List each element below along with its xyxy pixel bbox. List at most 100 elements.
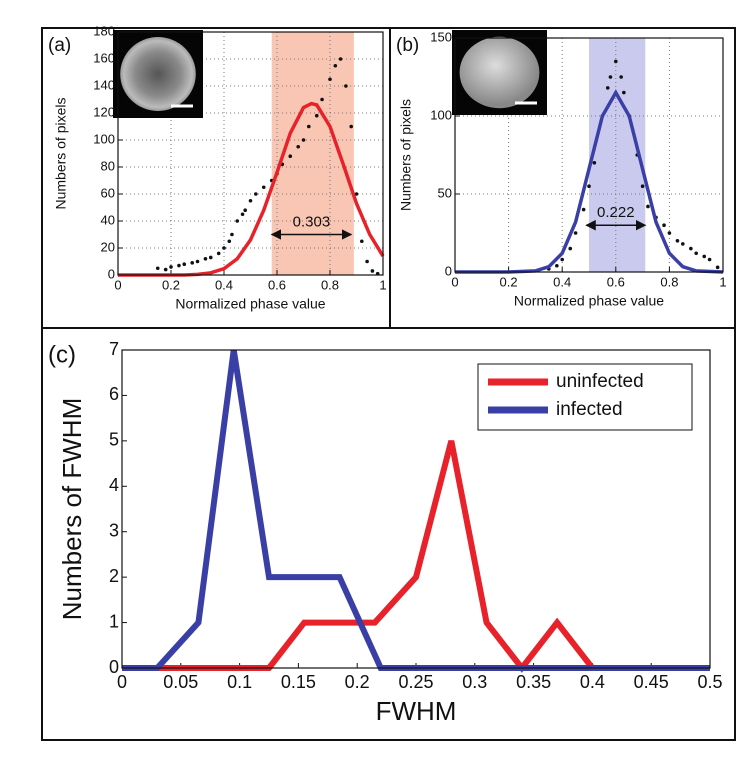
data-point bbox=[203, 257, 208, 261]
y-tick-label: 2 bbox=[109, 566, 119, 586]
data-point bbox=[344, 84, 348, 88]
x-tick-label: 1 bbox=[719, 274, 726, 289]
plot-frame bbox=[117, 31, 384, 276]
data-point bbox=[360, 239, 364, 244]
x-tick-label: 0.4 bbox=[215, 277, 233, 292]
y-tick-label: 50 bbox=[438, 185, 452, 200]
panel-label: (c) bbox=[48, 341, 76, 368]
x-tick-label: 0.6 bbox=[607, 274, 625, 289]
y-tick-label: 60 bbox=[101, 185, 115, 200]
x-tick-label: 0 bbox=[117, 672, 127, 692]
x-tick-label: 0.2 bbox=[345, 672, 370, 692]
y-tick-label: 7 bbox=[109, 339, 119, 359]
x-tick-label: 0.2 bbox=[500, 274, 518, 289]
data-point bbox=[370, 269, 375, 273]
x-tick-label: 0 bbox=[114, 277, 121, 292]
data-point bbox=[338, 57, 343, 61]
data-point bbox=[675, 239, 680, 243]
x-tick-label: 1 bbox=[379, 277, 386, 292]
data-point bbox=[182, 262, 187, 267]
data-point bbox=[195, 259, 200, 264]
data-point bbox=[333, 63, 338, 68]
data-point bbox=[155, 266, 160, 271]
fwhm-label: 0.303 bbox=[293, 213, 331, 230]
y-tick-label: 1 bbox=[109, 611, 119, 631]
legend-box bbox=[477, 363, 693, 431]
x-tick-label: 0.45 bbox=[634, 672, 669, 692]
y-tick-label: 180 bbox=[93, 23, 115, 38]
data-point bbox=[288, 154, 293, 158]
data-point bbox=[681, 242, 685, 246]
data-point bbox=[581, 207, 586, 212]
y-tick-label: 0 bbox=[445, 263, 452, 278]
y-tick-label: 150 bbox=[430, 29, 452, 44]
fwhm-label: 0.222 bbox=[597, 204, 635, 221]
data-point bbox=[619, 75, 623, 79]
inset-cell bbox=[120, 37, 196, 111]
y-tick-label: 0 bbox=[108, 266, 115, 281]
data-point bbox=[314, 113, 319, 118]
data-point bbox=[715, 265, 720, 270]
data-point bbox=[622, 90, 626, 95]
data-point bbox=[222, 246, 226, 250]
data-point bbox=[240, 212, 245, 217]
y-tick-label: 40 bbox=[101, 212, 115, 227]
y-tick-label: 20 bbox=[101, 239, 115, 254]
data-point bbox=[296, 144, 301, 149]
data-point bbox=[349, 124, 354, 129]
data-point bbox=[592, 161, 597, 165]
data-point bbox=[190, 261, 194, 265]
y-axis-label: Numbers of pixels bbox=[53, 97, 69, 209]
data-point bbox=[254, 192, 258, 196]
y-tick-label: 0 bbox=[109, 657, 119, 677]
x-tick-label: 0.1 bbox=[227, 672, 252, 692]
y-tick-label: 140 bbox=[93, 77, 115, 92]
data-point bbox=[587, 184, 591, 188]
data-point bbox=[707, 257, 712, 262]
y-tick-label: 80 bbox=[101, 158, 115, 173]
series-line bbox=[122, 349, 710, 671]
data-point bbox=[163, 267, 168, 272]
data-point bbox=[568, 246, 573, 251]
data-point bbox=[605, 86, 610, 90]
x-tick-label: 0.6 bbox=[268, 277, 286, 292]
plot-frame bbox=[121, 349, 711, 669]
y-tick-label: 4 bbox=[109, 475, 119, 495]
y-tick-label: 100 bbox=[430, 107, 452, 122]
data-point bbox=[328, 77, 332, 82]
x-tick-label: 0.2 bbox=[162, 277, 180, 292]
data-point bbox=[169, 265, 173, 269]
y-tick-label: 3 bbox=[109, 520, 119, 540]
y-tick-label: 100 bbox=[93, 131, 115, 146]
data-point bbox=[307, 124, 311, 129]
x-tick-label: 0.35 bbox=[516, 672, 551, 692]
data-point bbox=[573, 231, 578, 235]
x-tick-label: 0.4 bbox=[580, 672, 605, 692]
x-tick-label: 0 bbox=[451, 274, 458, 289]
x-tick-label: 0.5 bbox=[697, 672, 722, 692]
data-point bbox=[261, 185, 266, 190]
data-point bbox=[320, 97, 324, 102]
plot-frame bbox=[454, 37, 724, 273]
x-tick-label: 0.05 bbox=[163, 672, 198, 692]
legend-label: infected bbox=[556, 399, 623, 420]
data-point bbox=[243, 208, 247, 212]
x-tick-label: 0.4 bbox=[553, 274, 571, 289]
data-point bbox=[662, 223, 666, 227]
x-tick-label: 0.3 bbox=[462, 672, 487, 692]
data-point bbox=[301, 138, 306, 142]
data-point bbox=[365, 259, 369, 264]
data-point bbox=[248, 198, 253, 203]
data-point bbox=[235, 219, 240, 223]
fit-curve bbox=[455, 89, 724, 274]
data-point bbox=[614, 59, 618, 64]
data-point bbox=[640, 184, 645, 188]
y-tick-label: 120 bbox=[93, 104, 115, 119]
data-point bbox=[689, 246, 693, 251]
data-point bbox=[230, 232, 234, 237]
x-tick-label: 0.25 bbox=[398, 672, 433, 692]
x-tick-label: 0.15 bbox=[281, 672, 316, 692]
x-axis-label: FWHM bbox=[376, 696, 457, 726]
data-point bbox=[608, 75, 613, 79]
